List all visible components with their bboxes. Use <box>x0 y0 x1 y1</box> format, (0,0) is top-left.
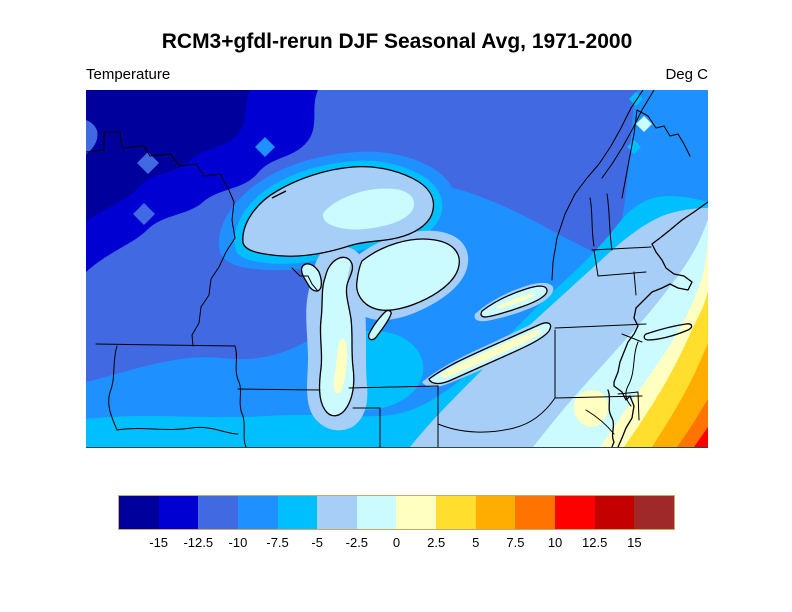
colorbar-tick-label: -5 <box>311 535 323 550</box>
colorbar-swatch <box>515 496 556 529</box>
colorbar-swatch <box>594 496 635 529</box>
lake-ontario-streak <box>497 292 536 309</box>
lake-outlines <box>242 166 552 417</box>
colorbar-swatch <box>277 496 318 529</box>
lake-huron <box>356 239 460 311</box>
coastline <box>607 201 708 447</box>
colorbar-swatch <box>555 496 595 529</box>
colorbar-swatch <box>317 496 357 529</box>
colorbar-swatch <box>356 496 397 529</box>
colorbar-swatch <box>198 496 238 529</box>
colorbar-swatch <box>237 496 278 529</box>
colorbar-swatch <box>475 496 516 529</box>
colorbar-tick-label: -15 <box>149 535 169 550</box>
saginaw-bay <box>368 310 392 340</box>
map-svg <box>86 90 708 447</box>
lake-michigan-streak <box>333 338 347 394</box>
colorbar-swatch <box>634 496 674 529</box>
lake-erie-streak <box>440 329 541 378</box>
colorbar: -15 -12.5 -10 -7.5 -5 -2.5 0 2.5 5 7.5 10 12.5 15 <box>118 495 675 554</box>
lake-superior-core <box>322 188 415 230</box>
colorbar-tick-label: -7.5 <box>266 535 289 550</box>
state-borders <box>86 90 691 447</box>
colorbar-swatch <box>158 496 199 529</box>
colorbar-swatch <box>396 496 437 529</box>
colorbar-labels: -15 -12.5 -10 -7.5 -5 -2.5 0 2.5 5 7.5 10 12.5 15 <box>119 535 674 553</box>
colorbar-tick-label: -2.5 <box>345 535 369 550</box>
colorbar-tick-label: 2.5 <box>427 535 446 550</box>
figure-title: RCM3+gfdl-rerun DJF Seasonal Avg, 1971-2… <box>161 30 633 53</box>
colorbar-swatches <box>118 495 675 530</box>
colorbar-swatch <box>119 496 159 529</box>
colorbar-swatch <box>436 496 476 529</box>
colorbar-tick-label: 15 <box>627 535 642 550</box>
colorbar-tick-label: 5 <box>472 535 480 550</box>
temperature-map <box>86 90 708 448</box>
colorbar-tick-label: 12.5 <box>582 535 608 550</box>
colorbar-tick-label: -10 <box>228 535 248 550</box>
colorbar-tick-label: 10 <box>547 535 563 550</box>
green-bay <box>301 263 322 292</box>
colorbar-tick-label: -12.5 <box>183 535 214 550</box>
units-label: Deg C <box>665 66 708 83</box>
colorbar-tick-label: 0 <box>392 535 401 550</box>
colorbar-tick-label: 7.5 <box>506 535 525 550</box>
variable-label: Temperature <box>86 66 171 83</box>
